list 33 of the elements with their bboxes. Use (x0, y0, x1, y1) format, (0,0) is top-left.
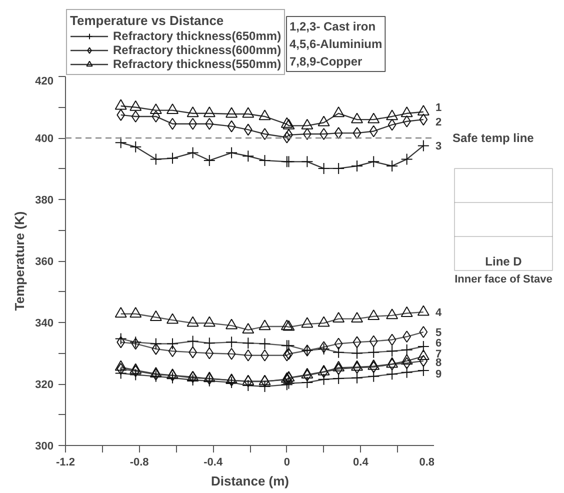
x-tick-label: 0 (284, 456, 290, 468)
legend-label: Refractory thickness(650mm) (113, 29, 282, 43)
legend-title: Temperature vs Distance (70, 13, 225, 28)
x-axis-title: Distance (m) (210, 474, 290, 488)
y-tick-label: 420 (35, 76, 54, 88)
text: 7,8,9-Copper (290, 54, 363, 68)
y-tick-label: 380 (35, 194, 54, 206)
text: 4,5,6-Aluminium (290, 37, 382, 51)
x-tick-label: -0.8 (130, 456, 149, 468)
text: 3 (436, 140, 442, 153)
y-tick-label: 360 (35, 256, 54, 268)
x-tick-label: 0.8 (419, 456, 435, 468)
text: 1,2,3- Cast iron (290, 20, 376, 34)
y-tick-label: 300 (35, 440, 54, 452)
legend-label: Refractory thickness(550mm) (113, 57, 282, 71)
text: 5 (436, 327, 442, 340)
ref-line-label: Safe temp line (452, 131, 534, 145)
y-tick-label: 400 (35, 133, 54, 145)
x-tick-label: -0.4 (204, 456, 224, 468)
text: Inner face of Stave (454, 274, 552, 286)
text: 1 (436, 102, 442, 114)
text: Line D (485, 254, 522, 268)
y-tick-label: 340 (35, 318, 54, 330)
text: 2 (436, 116, 442, 129)
text: 6 (436, 337, 442, 350)
y-tick-label: 320 (35, 379, 54, 391)
text: 9 (436, 368, 442, 380)
legend-label: Refractory thickness(600mm) (113, 43, 282, 57)
text: 4 (436, 307, 442, 320)
y-axis-title: Temperature (K) (12, 211, 28, 311)
x-tick-label: -1.2 (56, 456, 75, 468)
text: 8 (436, 356, 442, 369)
x-tick-label: 0.4 (353, 456, 370, 468)
